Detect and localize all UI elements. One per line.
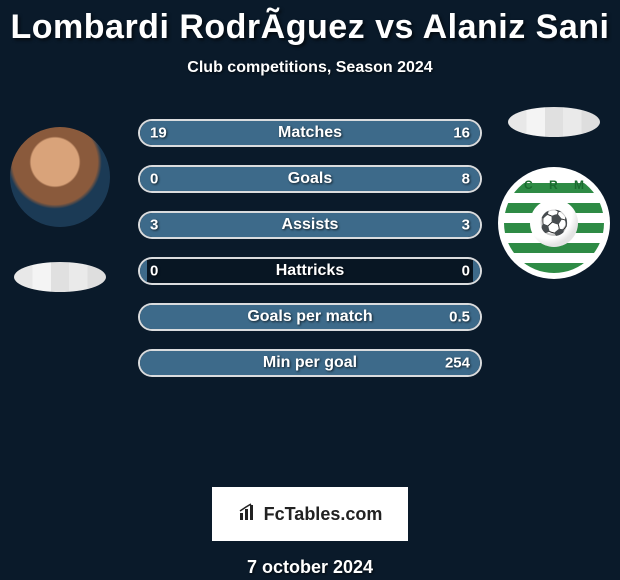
chart-icon xyxy=(238,502,258,527)
club-badge-letters: C R M xyxy=(498,178,610,192)
club-letter-m: R xyxy=(549,178,558,192)
stat-bar-track xyxy=(138,257,482,285)
fctables-logo: FcTables.com xyxy=(212,487,408,541)
stat-row: Goals per match0.5 xyxy=(138,303,482,331)
player-right-club-badge: C R M ⚽ xyxy=(498,167,610,279)
stat-bar-fill-left xyxy=(140,167,147,191)
stat-bar-fill-right xyxy=(324,121,480,145)
stat-bar-fill-right xyxy=(473,259,480,283)
stat-row: Goals08 xyxy=(138,165,482,193)
page-title: Lombardi RodrÃ­guez vs Alaniz Sani xyxy=(0,0,620,47)
stat-bar-track xyxy=(138,165,482,193)
stat-row: Assists33 xyxy=(138,211,482,239)
player-left-avatar xyxy=(10,127,110,227)
club-letter-l: C xyxy=(524,178,533,192)
stat-bar-fill-right xyxy=(310,213,480,237)
stat-bars: Matches1916 Goals08 Assists33 Hattricks00 Go… xyxy=(138,119,482,395)
stat-bar-fill-right xyxy=(147,305,480,329)
stat-bar-fill-left xyxy=(140,259,147,283)
player-left-flag xyxy=(14,262,106,292)
subtitle: Club competitions, Season 2024 xyxy=(0,59,620,77)
stat-bar-track xyxy=(138,349,482,377)
stat-row: Min per goal254 xyxy=(138,349,482,377)
stat-bar-fill-left xyxy=(140,305,147,329)
fctables-logo-text: FcTables.com xyxy=(264,504,383,525)
player-right-block: C R M ⚽ xyxy=(498,107,610,279)
soccer-ball-icon: ⚽ xyxy=(530,199,578,247)
club-letter-r: M xyxy=(574,178,584,192)
footer-date: 7 october 2024 xyxy=(0,557,620,578)
stat-row: Hattricks00 xyxy=(138,257,482,285)
comparison-content: C R M ⚽ Matches1916 Goals08 Assists33 Hattr… xyxy=(0,107,620,487)
stat-bar-track xyxy=(138,119,482,147)
stat-bar-fill-left xyxy=(140,351,147,375)
stat-bar-fill-left xyxy=(140,121,324,145)
stat-bar-track xyxy=(138,303,482,331)
player-right-flag xyxy=(508,107,600,137)
stat-bar-track xyxy=(138,211,482,239)
stat-bar-fill-right xyxy=(147,351,480,375)
stat-bar-fill-left xyxy=(140,213,310,237)
stat-bar-fill-right xyxy=(147,167,480,191)
player-left-block xyxy=(10,127,110,292)
stat-row: Matches1916 xyxy=(138,119,482,147)
